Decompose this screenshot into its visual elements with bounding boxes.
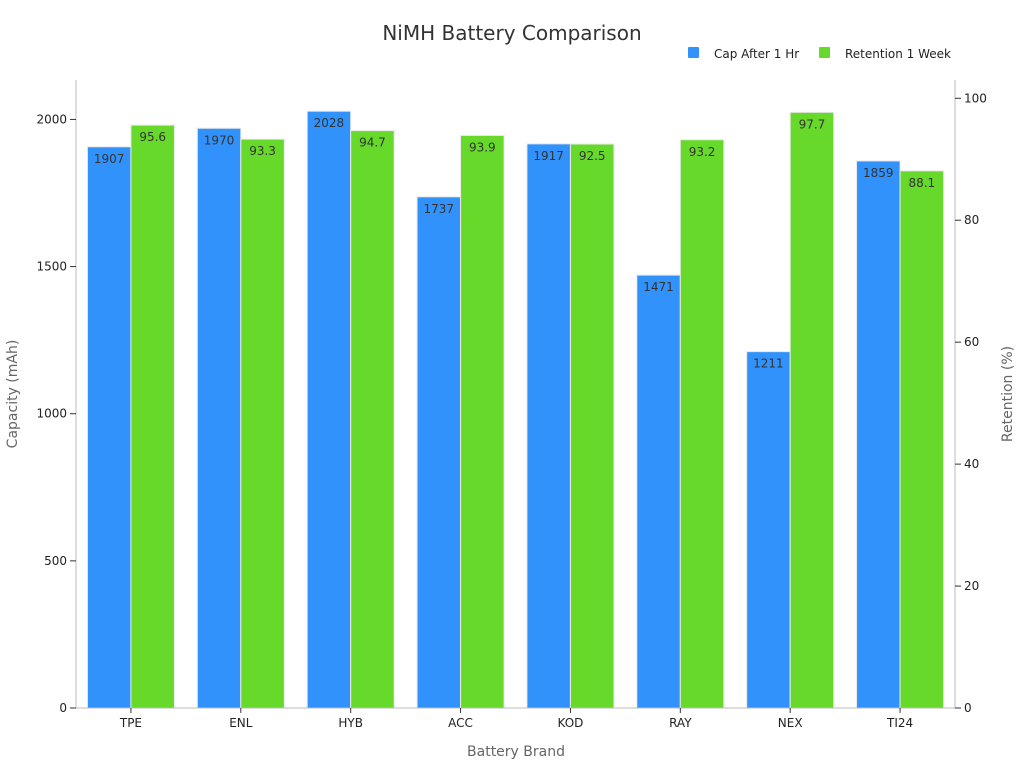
- x-tick-label-acc: ACC: [448, 716, 473, 730]
- y2-tick-label: 40: [964, 457, 979, 471]
- y2-tick-label: 80: [964, 213, 979, 227]
- x-tick-label-hyb: HYB: [338, 716, 363, 730]
- bar-retention-1-week-nex: [789, 111, 835, 709]
- bar-cap-after-1-hr-ti24: [856, 160, 901, 709]
- legend-swatch-retention-1-week: [819, 47, 830, 58]
- x-tick-label-ti24: TI24: [886, 716, 913, 730]
- bar-cap-after-1-hr-ray: [636, 274, 681, 709]
- y-axis-title: Capacity (mAh): [5, 340, 21, 449]
- left-axis-ticks: 0 500 1000 1500 2000: [36, 112, 76, 715]
- data-label-retention-1-week-hyb: 94.7: [359, 136, 386, 150]
- data-label-cap-after-1-hr-ray: 1471: [643, 280, 674, 294]
- bar-cap-after-1-hr-enl: [196, 127, 242, 709]
- chart-title: NiMH Battery Comparison: [382, 21, 641, 45]
- x-axis-ticks: TPE ENL HYB ACC KOD RAY NEX TI24: [119, 708, 913, 730]
- bar-cap-after-1-hr-acc: [416, 196, 462, 709]
- bar-retention-1-week-tpe: [130, 124, 175, 709]
- bar-retention-1-week-enl: [240, 138, 285, 709]
- data-label-retention-1-week-nex: 97.7: [799, 117, 826, 131]
- right-axis-ticks: 0 20 40 60 80 100: [955, 91, 987, 715]
- bar-retention-1-week-ti24: [899, 170, 945, 709]
- legend-label-retention-1-week: Retention 1 Week: [845, 47, 951, 61]
- x-tick-label-kod: KOD: [557, 716, 583, 730]
- bars: [86, 110, 945, 709]
- y2-tick-label: 100: [964, 91, 987, 105]
- y-tick-label: 1000: [36, 407, 67, 421]
- bar-cap-after-1-hr-hyb: [306, 110, 352, 709]
- bar-retention-1-week-ray: [679, 139, 725, 709]
- y-tick-label: 2000: [36, 112, 67, 126]
- x-axis-title: Battery Brand: [467, 744, 565, 760]
- legend-label-cap-after-1-hr: Cap After 1 Hr: [714, 47, 799, 61]
- bar-labels: 1907 1970 2028 1737 1917 1471 1211 1859 95.6 93.3…: [94, 116, 935, 370]
- x-tick-label-nex: NEX: [778, 716, 803, 730]
- y2-tick-label: 0: [964, 701, 972, 715]
- data-label-retention-1-week-ti24: 88.1: [908, 176, 935, 190]
- legend: Cap After 1 Hr Retention 1 Week: [688, 47, 951, 61]
- bar-cap-after-1-hr-nex: [746, 351, 791, 709]
- legend-swatch-cap-after-1-hr: [688, 47, 699, 58]
- y2-axis-title: Retention (%): [1000, 346, 1016, 442]
- y-tick-label: 500: [44, 554, 67, 568]
- data-label-retention-1-week-kod: 92.5: [579, 149, 606, 163]
- data-label-retention-1-week-acc: 93.9: [469, 140, 496, 154]
- data-label-retention-1-week-enl: 93.3: [249, 144, 276, 158]
- y2-tick-label: 60: [964, 335, 979, 349]
- y-tick-label: 1500: [36, 260, 67, 274]
- bar-cap-after-1-hr-tpe: [86, 146, 132, 709]
- x-tick-label-tpe: TPE: [119, 716, 142, 730]
- data-label-cap-after-1-hr-hyb: 2028: [314, 116, 345, 130]
- data-label-cap-after-1-hr-nex: 1211: [753, 357, 784, 371]
- data-label-cap-after-1-hr-acc: 1737: [424, 202, 455, 216]
- data-label-cap-after-1-hr-ti24: 1859: [863, 166, 894, 180]
- x-tick-label-enl: ENL: [229, 716, 253, 730]
- y2-tick-label: 20: [964, 579, 979, 593]
- data-label-cap-after-1-hr-tpe: 1907: [94, 152, 125, 166]
- x-tick-label-ray: RAY: [669, 716, 692, 730]
- bar-retention-1-week-kod: [569, 143, 615, 709]
- data-label-cap-after-1-hr-enl: 1970: [204, 133, 235, 147]
- bar-cap-after-1-hr-kod: [526, 143, 571, 709]
- bar-retention-1-week-hyb: [350, 130, 395, 709]
- data-label-retention-1-week-tpe: 95.6: [139, 130, 166, 144]
- data-label-cap-after-1-hr-kod: 1917: [533, 149, 564, 163]
- data-label-retention-1-week-ray: 93.2: [689, 145, 716, 159]
- bar-retention-1-week-acc: [460, 134, 505, 709]
- y-tick-label: 0: [59, 701, 67, 715]
